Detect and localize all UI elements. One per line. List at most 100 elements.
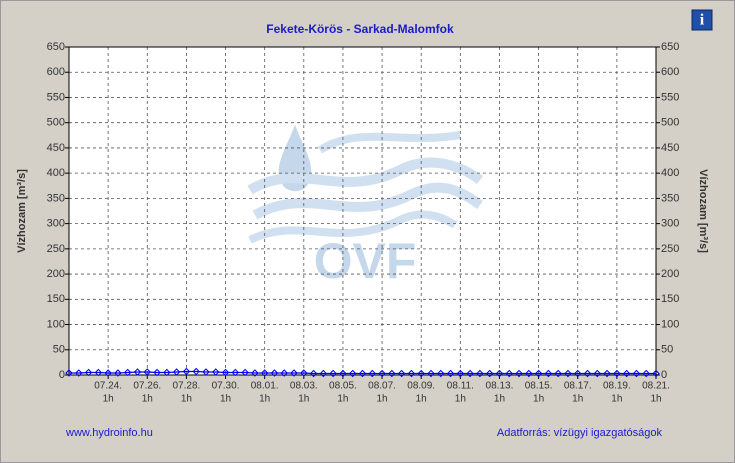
y2-tick-label: 650: [661, 41, 679, 53]
watermark-text: OVF: [314, 233, 417, 289]
x-tick-label: 07.24.: [94, 381, 122, 392]
x-tick-sublabel: 1h: [377, 394, 388, 405]
data-point: [368, 369, 376, 378]
data-point: [143, 368, 151, 376]
data-point: [574, 369, 582, 378]
data-point: [172, 368, 181, 376]
info-icon[interactable]: i: [700, 12, 705, 29]
data-point: [309, 369, 318, 378]
data-point: [280, 369, 288, 377]
y-axis-label: Vízhozam [m³/s]: [16, 169, 28, 253]
data-point: [202, 368, 210, 376]
plot-frame: [68, 46, 657, 376]
data-point: [427, 369, 435, 378]
y-tick-label: 200: [47, 268, 65, 280]
y-tick-label: 550: [47, 91, 65, 103]
data-point: [495, 369, 504, 378]
x-tick-label: 08.15.: [525, 381, 553, 392]
series-line: [69, 370, 656, 375]
data-point: [446, 369, 455, 378]
data-point: [114, 369, 122, 377]
x-tick-label: 08.03.: [290, 381, 318, 392]
data-point: [153, 368, 161, 377]
y2-tick-label: 100: [661, 318, 679, 330]
x-tick-label: 08.09.: [407, 381, 435, 392]
x-tick-sublabel: 1h: [142, 394, 153, 405]
x-tick-sublabel: 1h: [572, 394, 583, 405]
data-point: [554, 369, 562, 378]
y2-tick-label: 350: [661, 192, 679, 204]
x-tick-label: 07.28.: [172, 381, 200, 392]
y2-tick-label: 400: [661, 167, 679, 179]
data-point: [397, 369, 406, 378]
y-tick-label: 150: [47, 293, 65, 305]
data-point: [613, 369, 621, 378]
data-point: [437, 369, 445, 378]
data-point: [642, 369, 650, 378]
x-tick-sublabel: 1h: [181, 394, 192, 405]
data-point: [388, 369, 396, 378]
data-point: [329, 369, 337, 378]
data-point: [407, 369, 416, 378]
data-point: [652, 369, 660, 378]
x-tick-sublabel: 1h: [650, 394, 661, 405]
y2-axis-label: Vízhozam [m³/s]: [697, 169, 709, 253]
x-tick-label: 08.13.: [486, 381, 514, 392]
x-tick-label: 08.05.: [329, 381, 357, 392]
x-tick-sublabel: 1h: [259, 394, 270, 405]
data-point: [75, 369, 83, 377]
x-tick-sublabel: 1h: [416, 394, 427, 405]
data-point: [466, 369, 474, 378]
x-tick-sublabel: 1h: [103, 394, 114, 405]
chart-title: Fekete-Körös - Sarkad-Malomfok: [266, 22, 454, 36]
y-tick-label: 300: [47, 218, 65, 230]
y2-tick-label: 450: [661, 142, 679, 154]
footer-source: Adatforrás: vízügyi igazgatóságok: [497, 427, 663, 439]
data-point: [564, 369, 572, 378]
y2-tick-label: 150: [661, 293, 679, 305]
x-tick-label: 08.11.: [447, 381, 474, 392]
y-tick-label: 0: [59, 369, 65, 381]
data-point: [358, 369, 367, 378]
y-tick-label: 600: [47, 66, 65, 78]
footer-link[interactable]: www.hydroinfo.hu: [65, 427, 153, 439]
data-point: [221, 368, 230, 377]
data-point: [290, 369, 298, 377]
data-point: [94, 368, 103, 377]
data-point: [241, 368, 249, 377]
data-point: [260, 369, 269, 377]
data-point: [378, 369, 386, 378]
x-tick-label: 08.19.: [603, 381, 631, 392]
y2-tick-label: 200: [661, 268, 679, 280]
data-point: [505, 369, 513, 378]
data-point: [417, 369, 425, 378]
data-point: [163, 368, 171, 377]
info-button[interactable]: [691, 9, 713, 31]
data-point: [339, 369, 347, 378]
y-tick-label: 650: [47, 41, 65, 53]
data-point: [525, 369, 533, 378]
data-point: [544, 369, 553, 378]
data-point: [515, 369, 523, 378]
data-point: [300, 369, 308, 377]
y-tick-label: 400: [47, 167, 65, 179]
data-point: [593, 369, 602, 378]
y-tick-label: 350: [47, 192, 65, 204]
data-point: [622, 369, 631, 378]
data-point: [603, 369, 611, 378]
data-point: [583, 369, 592, 378]
watermark-logo: OVF: [247, 125, 483, 289]
y-tick-label: 450: [47, 142, 65, 154]
data-point: [212, 368, 220, 376]
data-point: [251, 369, 259, 377]
x-tick-sublabel: 1h: [298, 394, 309, 405]
x-tick-label: 08.21.: [642, 381, 670, 392]
x-tick-sublabel: 1h: [494, 394, 505, 405]
data-point: [123, 368, 132, 377]
data-point: [476, 369, 484, 378]
y2-tick-label: 0: [661, 369, 667, 381]
y2-tick-label: 50: [661, 344, 673, 356]
data-point: [231, 368, 240, 377]
x-tick-label: 08.07.: [368, 381, 396, 392]
